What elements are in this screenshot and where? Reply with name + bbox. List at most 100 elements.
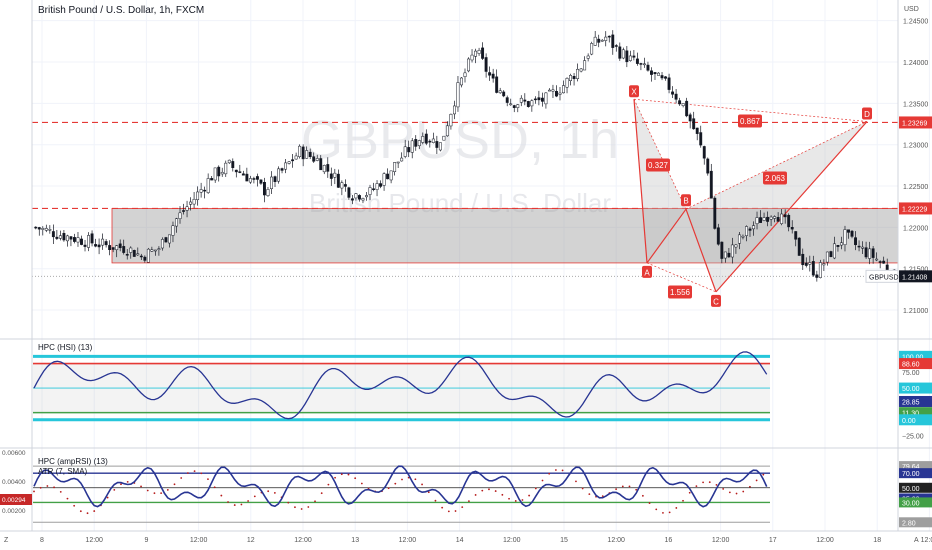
candle-body xyxy=(463,72,467,77)
atr-dot xyxy=(514,500,517,502)
pattern-point-badge xyxy=(681,194,691,207)
candle-body xyxy=(442,135,446,141)
candle-body xyxy=(270,176,273,189)
time-axis-left-button[interactable]: Z xyxy=(4,537,9,544)
candle-body xyxy=(368,187,372,195)
candle-body xyxy=(540,97,544,102)
atr-dot xyxy=(79,510,82,513)
time-tick-label: 12:00 xyxy=(503,537,521,544)
atr-dot xyxy=(86,512,89,515)
atr-dot xyxy=(300,508,303,510)
candle-body xyxy=(484,57,488,72)
ratio-badge xyxy=(668,285,692,299)
level-price-badge xyxy=(899,202,932,215)
pattern-labels: X A B C D 0.867 0.327 2.063 1.556 xyxy=(629,85,872,307)
candle-body xyxy=(776,217,780,222)
hsi-axis-label: 88.60 xyxy=(902,362,920,369)
candle-body xyxy=(393,162,397,172)
atr-dot xyxy=(287,501,290,504)
candle-body xyxy=(400,157,404,162)
candle-body xyxy=(505,97,509,103)
candle-body xyxy=(213,167,217,181)
atr-dot xyxy=(695,485,698,488)
atr-dot xyxy=(394,482,397,485)
atr-dot xyxy=(722,488,725,490)
candle-body xyxy=(702,146,706,159)
time-axis[interactable]: 8 12:00 9 12:00 12 12:00 13 12:00 14 12:00 15 12:00… xyxy=(40,537,932,544)
candle-body xyxy=(537,97,541,101)
candle-body xyxy=(590,43,594,55)
atr-dot xyxy=(267,490,270,493)
time-tick-label: 12:00 xyxy=(399,537,417,544)
candle-body xyxy=(868,248,872,259)
price-tick-label: 1.21000 xyxy=(903,308,928,315)
candle-body xyxy=(160,239,164,249)
atr-dot xyxy=(273,492,276,494)
candle-body xyxy=(692,118,696,130)
candle-body xyxy=(153,249,157,252)
candle-body xyxy=(294,155,298,160)
hsi-axis-label: 0.00 xyxy=(902,418,916,425)
atr-dot xyxy=(635,488,638,491)
candle-body xyxy=(681,103,685,106)
pattern-ratio-line xyxy=(685,121,868,210)
atr-axis[interactable]: 0.00600 0.00400 0.00200 0.00294 xyxy=(0,450,32,515)
auto-scale-button[interactable]: A xyxy=(914,537,919,544)
candle-body xyxy=(460,77,463,86)
atr-title[interactable]: ATR (7, SMA) xyxy=(38,467,88,476)
candle-body xyxy=(171,225,175,236)
candle-body xyxy=(417,140,421,147)
candle-body xyxy=(245,173,249,182)
candle-body xyxy=(671,91,675,95)
candle-body xyxy=(83,244,87,247)
candle-body xyxy=(452,105,456,115)
hsi-axis-badge xyxy=(899,382,932,394)
candle-body xyxy=(139,255,143,258)
candle-body xyxy=(175,218,178,227)
atr-dot xyxy=(73,504,76,507)
candle-body xyxy=(238,171,242,173)
time-tick-label: 16 xyxy=(665,537,673,544)
atr-dot xyxy=(628,485,631,488)
atr-dot xyxy=(113,488,116,491)
candle-body xyxy=(790,227,794,230)
candle-body xyxy=(41,228,45,230)
atr-dot xyxy=(755,479,758,482)
current-price-badge xyxy=(899,270,932,283)
candle-body xyxy=(58,235,62,239)
candle-body xyxy=(456,82,460,108)
price-axis[interactable]: USD 1.24500 1.24000 1.23500 1.23000 1.22500 1… xyxy=(865,6,932,315)
candle-body xyxy=(882,260,886,264)
candle-body xyxy=(836,245,840,247)
candle-body xyxy=(379,183,383,187)
candle-body xyxy=(533,98,537,101)
candle-body xyxy=(382,173,386,186)
atr-dot xyxy=(39,486,42,489)
watermark-description: British Pound / U.S. Dollar xyxy=(309,188,611,218)
candle-body xyxy=(241,173,245,176)
atr-dot xyxy=(140,485,142,488)
candle-body xyxy=(804,262,808,266)
candle-body xyxy=(642,63,646,66)
candle-body xyxy=(277,168,280,182)
atr-dot xyxy=(554,469,557,471)
candle-body xyxy=(685,100,689,117)
candle-body xyxy=(248,178,252,183)
candle-body xyxy=(101,238,105,246)
atr-dot xyxy=(421,483,423,486)
candle-body xyxy=(449,113,453,127)
hsi-axis-label: 75.00 xyxy=(902,370,920,377)
atr-dot xyxy=(749,485,751,488)
time-tick-label: 12:00 xyxy=(816,537,834,544)
amprsi-title[interactable]: HPC (ampRSI) (13) xyxy=(38,457,108,466)
atr-dot xyxy=(655,508,658,511)
price-tick-label: 1.24500 xyxy=(903,19,928,26)
price-tick-label: 1.23500 xyxy=(903,101,928,108)
amp-axis-label: 30.00 xyxy=(902,500,920,507)
candle-body xyxy=(115,245,119,251)
candle-body xyxy=(435,141,439,148)
hsi-title[interactable]: HPC (HSI) (13) xyxy=(38,343,93,352)
candle-body xyxy=(51,231,55,238)
